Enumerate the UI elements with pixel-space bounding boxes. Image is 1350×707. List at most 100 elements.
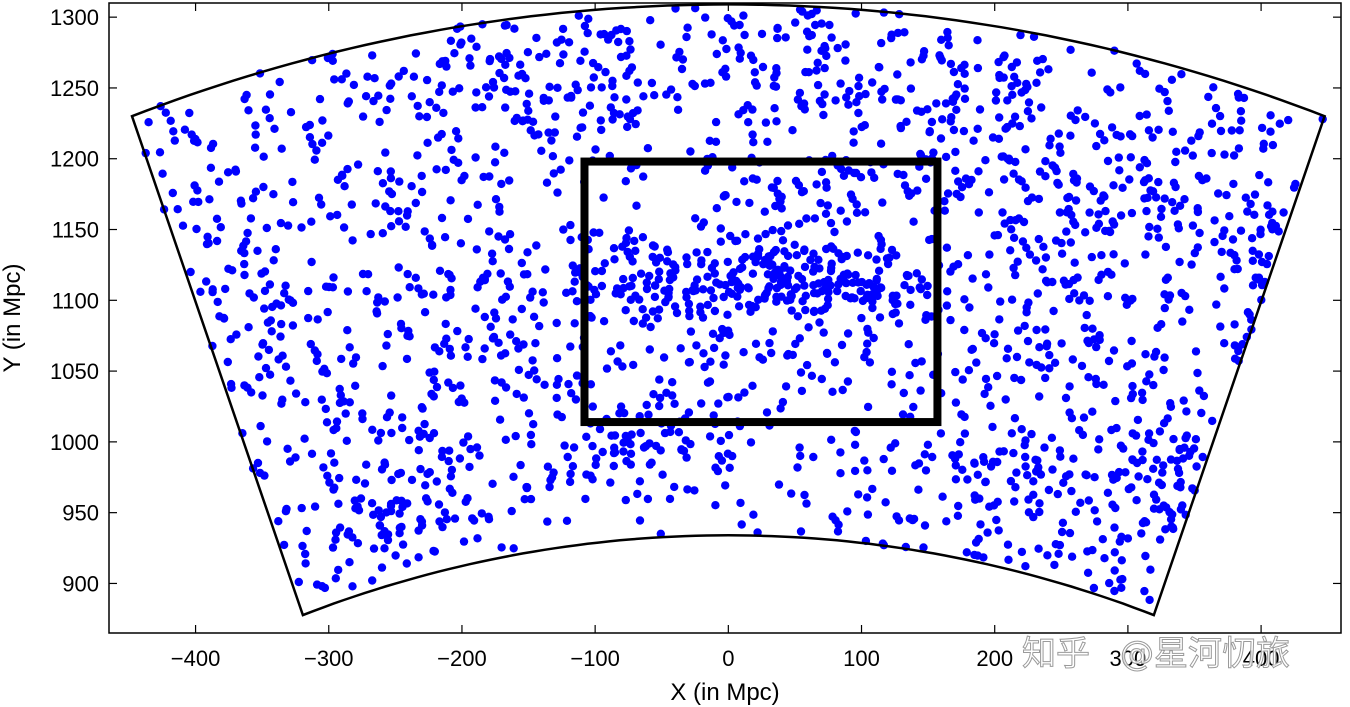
data-point — [827, 33, 836, 42]
data-point — [855, 92, 864, 101]
data-point — [801, 305, 810, 315]
data-point — [382, 413, 392, 422]
data-point — [1141, 551, 1150, 561]
data-point — [1041, 325, 1050, 334]
data-point — [339, 223, 349, 232]
data-point — [670, 482, 679, 492]
data-point — [703, 300, 712, 310]
data-point — [481, 83, 491, 92]
data-point — [278, 395, 287, 404]
data-point — [255, 373, 264, 382]
data-point — [696, 308, 705, 317]
data-point — [337, 75, 346, 84]
data-point — [887, 380, 896, 389]
data-point — [943, 287, 952, 296]
data-point — [1039, 242, 1048, 251]
data-point — [374, 436, 383, 445]
data-point — [698, 285, 708, 294]
data-point — [1027, 193, 1037, 202]
data-point — [909, 514, 919, 524]
data-point — [803, 11, 812, 20]
data-point — [753, 234, 763, 243]
data-point — [413, 101, 422, 111]
data-point — [851, 270, 860, 280]
data-point — [732, 197, 741, 207]
data-point — [619, 447, 628, 456]
data-point — [662, 388, 671, 397]
data-point — [1009, 233, 1019, 242]
data-point — [815, 264, 824, 273]
data-point — [465, 462, 474, 472]
data-point — [1024, 508, 1034, 517]
data-point — [726, 271, 735, 281]
data-point — [440, 508, 450, 517]
data-point — [870, 173, 879, 182]
data-point — [608, 76, 617, 86]
data-point — [655, 375, 664, 384]
data-point — [1055, 142, 1064, 151]
data-point — [1144, 429, 1154, 438]
data-point — [556, 165, 565, 174]
data-point — [791, 339, 800, 349]
data-point — [324, 131, 333, 140]
data-point — [1109, 250, 1118, 259]
data-point — [700, 79, 710, 88]
data-point — [688, 79, 697, 89]
data-point — [985, 502, 994, 511]
data-point — [791, 18, 800, 27]
data-point — [244, 106, 253, 115]
data-point — [343, 326, 352, 335]
data-point — [1089, 583, 1099, 593]
data-point — [1233, 264, 1242, 274]
data-point — [969, 136, 978, 145]
data-point — [721, 481, 730, 490]
data-point — [466, 61, 475, 70]
data-point — [1177, 288, 1186, 298]
data-point — [333, 210, 342, 220]
data-point — [772, 117, 781, 126]
data-point — [669, 273, 678, 282]
data-point — [869, 333, 878, 343]
data-point — [317, 138, 327, 147]
data-point — [710, 269, 719, 278]
data-point — [491, 195, 501, 204]
data-point — [1103, 156, 1113, 166]
data-point — [282, 504, 291, 514]
data-point — [1065, 294, 1074, 304]
data-point — [486, 322, 495, 331]
data-point — [1291, 179, 1300, 189]
data-point — [923, 290, 932, 300]
data-point — [495, 202, 504, 212]
data-point — [455, 84, 464, 93]
data-point — [512, 389, 521, 399]
data-point — [551, 112, 560, 121]
data-point — [1126, 296, 1135, 305]
data-point — [1246, 199, 1255, 209]
data-point — [857, 313, 866, 323]
data-point — [919, 51, 928, 60]
data-point — [386, 167, 395, 176]
data-point — [435, 87, 444, 97]
data-point — [1011, 270, 1020, 280]
data-point — [830, 358, 840, 367]
data-point — [642, 400, 651, 410]
data-point — [684, 299, 694, 309]
data-point — [262, 223, 271, 233]
data-point — [1178, 317, 1187, 326]
data-point — [1027, 114, 1036, 123]
data-point — [843, 329, 853, 338]
data-point — [385, 187, 394, 196]
data-point — [1110, 566, 1119, 575]
data-point — [325, 478, 334, 487]
data-point — [420, 308, 430, 317]
data-point — [853, 248, 862, 257]
data-point — [906, 58, 915, 67]
data-point — [253, 246, 262, 255]
data-point — [351, 381, 360, 390]
data-point — [1038, 265, 1047, 274]
data-point — [1101, 206, 1110, 216]
data-point — [707, 30, 716, 39]
data-point — [631, 246, 640, 255]
data-point — [258, 339, 268, 348]
data-point — [545, 82, 554, 92]
